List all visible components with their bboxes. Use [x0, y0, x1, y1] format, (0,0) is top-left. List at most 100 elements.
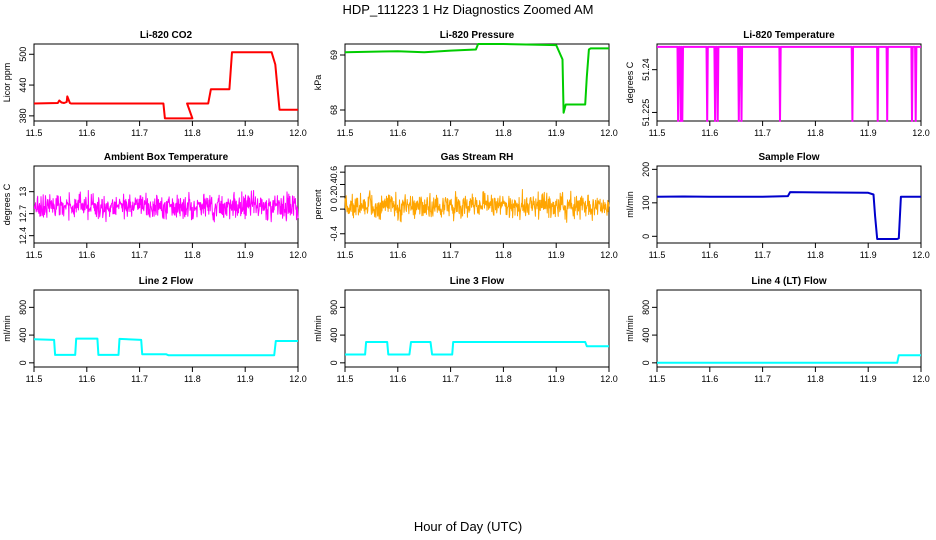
x-tick-label: 11.5	[649, 250, 666, 260]
panel-title: Li-820 CO2	[140, 30, 193, 41]
x-tick-label: 11.5	[649, 128, 666, 138]
y-tick-label: 500	[18, 47, 28, 62]
x-tick-label: 11.6	[78, 374, 95, 384]
x-tick-label: 11.5	[649, 374, 666, 384]
data-line	[657, 45, 921, 122]
y-tick-label: 0.2	[329, 191, 339, 204]
plot-frame	[33, 289, 299, 368]
x-tick-label: 12.0	[912, 250, 930, 260]
y-tick-label: 100	[641, 195, 651, 210]
y-axis-label: ml/min	[625, 315, 635, 342]
panel-title: Li-820 Temperature	[743, 30, 835, 41]
y-axis-label: kPa	[313, 75, 323, 91]
plot-frame	[33, 165, 299, 244]
y-tick-label: 12.4	[18, 227, 28, 245]
y-tick-label: 13	[18, 187, 28, 197]
panel-9: Line 4 (LT) Flow 11.5 11.6 11.7 11.8 11.9 12.0…	[625, 276, 930, 384]
data-line	[33, 190, 299, 223]
x-tick-label: 11.6	[701, 128, 718, 138]
panel-8: Line 3 Flow 11.5 11.6 11.7 11.8 11.9 12.0 0 400 8…	[313, 276, 618, 384]
panel-5: Gas Stream RH 11.5 11.6 11.7 11.8 11.9 12.0 -0.…	[313, 152, 618, 260]
panel-7: Line 2 Flow 11.5 11.6 11.7 11.8 11.9 12.0 0 400 8…	[2, 276, 307, 384]
panel-6: Sample Flow 11.5 11.6 11.7 11.8 11.9 12.0 0 100 2…	[625, 152, 930, 260]
x-tick-label: 12.0	[289, 128, 307, 138]
data-line	[33, 337, 298, 357]
plot-frame	[33, 43, 299, 122]
y-tick-label: 0	[329, 207, 339, 212]
x-tick-label: 12.0	[912, 128, 930, 138]
x-axis-title: Hour of Day (UTC)	[413, 519, 523, 534]
y-axis-label: ml/min	[2, 315, 12, 342]
x-tick-label: 11.9	[860, 374, 877, 384]
x-tick-label: 11.9	[237, 128, 254, 138]
x-tick-label: 11.9	[860, 128, 877, 138]
y-axis-label: ml/min	[313, 315, 323, 342]
x-tick-label: 11.6	[701, 374, 718, 384]
y-axis-label: degrees C	[2, 183, 12, 225]
y-tick-label: 0	[18, 360, 28, 365]
x-tick-label: 12.0	[289, 374, 307, 384]
y-tick-label: 12.7	[18, 205, 28, 223]
y-tick-label: 800	[641, 300, 651, 315]
x-tick-label: 12.0	[289, 250, 307, 260]
x-tick-label: 11.7	[131, 128, 148, 138]
x-tick-label: 11.8	[807, 250, 824, 260]
y-axis-label: Licor ppm	[2, 63, 12, 103]
panel-title: Line 2 Flow	[139, 276, 194, 287]
panel-title: Ambient Box Temperature	[104, 152, 229, 163]
panel-title: Gas Stream RH	[441, 152, 514, 163]
x-tick-label: 11.7	[754, 374, 771, 384]
x-tick-label: 11.8	[184, 128, 201, 138]
x-tick-label: 11.8	[807, 128, 824, 138]
x-tick-label: 11.9	[548, 374, 565, 384]
x-tick-label: 11.8	[495, 128, 512, 138]
x-tick-label: 11.9	[860, 250, 877, 260]
data-line	[33, 51, 298, 120]
panel-title: Line 3 Flow	[450, 276, 505, 287]
x-tick-label: 11.9	[237, 250, 254, 260]
plot-frame	[656, 289, 922, 368]
y-tick-label: 400	[641, 328, 651, 343]
y-tick-label: 400	[18, 328, 28, 343]
x-tick-label: 12.0	[600, 374, 618, 384]
x-tick-label: 11.7	[442, 128, 459, 138]
y-tick-label: 800	[329, 300, 339, 315]
x-tick-label: 11.5	[26, 250, 43, 260]
y-tick-label: 51.24	[641, 58, 651, 81]
x-tick-label: 11.7	[131, 374, 148, 384]
x-tick-label: 11.5	[337, 128, 354, 138]
data-line	[344, 189, 610, 223]
y-tick-label: 0	[641, 234, 651, 239]
x-tick-label: 11.6	[78, 250, 95, 260]
panel-title: Li-820 Pressure	[440, 30, 515, 41]
x-tick-label: 11.9	[548, 128, 565, 138]
x-tick-label: 11.6	[389, 374, 406, 384]
x-tick-label: 11.6	[389, 250, 406, 260]
x-tick-label: 11.7	[131, 250, 148, 260]
y-tick-label: 68	[329, 105, 339, 115]
y-tick-label: 0.6	[329, 166, 339, 179]
x-tick-label: 11.6	[389, 128, 406, 138]
y-tick-label: 400	[329, 328, 339, 343]
x-tick-label: 11.7	[754, 128, 771, 138]
x-tick-label: 11.7	[442, 250, 459, 260]
x-tick-label: 11.7	[754, 250, 771, 260]
x-tick-label: 11.8	[807, 374, 824, 384]
y-tick-label: 0.4	[329, 178, 339, 191]
y-tick-label: 440	[18, 78, 28, 93]
x-tick-label: 11.9	[548, 250, 565, 260]
panel-1: Li-820 CO2 11.5 11.6 11.7 11.8 11.9 12.0 380 440…	[2, 30, 307, 138]
data-line	[657, 354, 921, 364]
y-axis-label: percent	[313, 189, 323, 220]
x-tick-label: 12.0	[912, 374, 930, 384]
x-tick-label: 12.0	[600, 250, 618, 260]
y-axis-label: ml/min	[625, 191, 635, 218]
panel-4: Ambient Box Temperature 11.5 11.6 11.7 11.8 1…	[2, 152, 307, 260]
x-tick-label: 11.8	[495, 374, 512, 384]
x-tick-label: 11.7	[442, 374, 459, 384]
x-tick-label: 11.5	[337, 374, 354, 384]
figure-title: HDP_111223 1 Hz Diagnostics Zoomed AM	[342, 2, 594, 17]
y-tick-label: 200	[641, 162, 651, 177]
x-tick-label: 11.5	[26, 374, 43, 384]
